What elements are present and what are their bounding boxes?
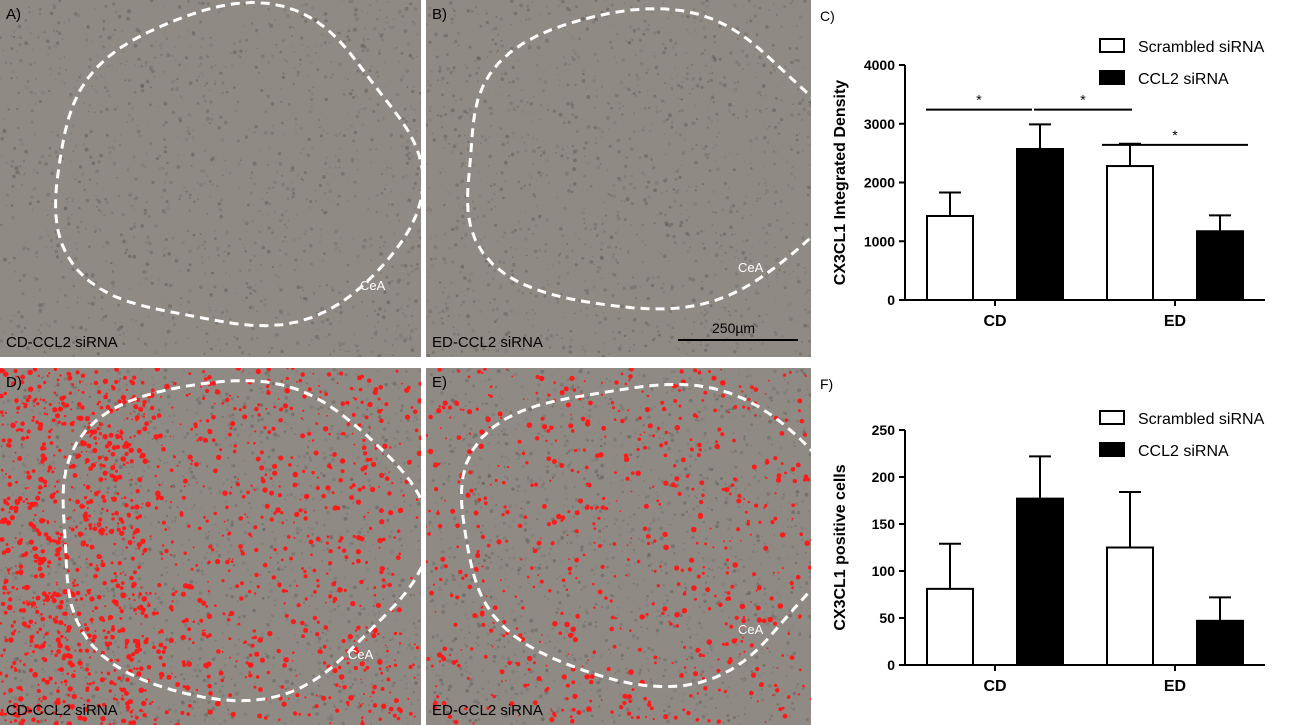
cea-outline xyxy=(61,379,421,703)
legend-swatch xyxy=(1099,70,1125,85)
legend-label: Scrambled siRNA xyxy=(1138,39,1265,56)
y-tick-label: 4000 xyxy=(864,57,895,73)
bar-ccl2-cd xyxy=(1016,497,1064,666)
cea-outline xyxy=(459,382,811,689)
legend-label: CCL2 siRNA xyxy=(1138,443,1229,460)
region-label: CeA xyxy=(738,622,764,637)
bar-ccl2-ed xyxy=(1196,619,1244,667)
region-label: CeA xyxy=(738,260,764,275)
panel-label: E) xyxy=(432,374,447,391)
chart-label-c: C) xyxy=(820,8,835,24)
bar-ccl2-ed xyxy=(1196,230,1244,301)
panel-caption: CD-CCL2 siRNA xyxy=(6,334,118,351)
panel-caption: ED-CCL2 siRNA xyxy=(432,702,543,719)
bar-scrambled-cd xyxy=(926,214,974,301)
tissue-texture xyxy=(0,0,421,357)
cea-outline xyxy=(54,0,421,328)
significance-star: * xyxy=(1172,127,1178,143)
x-tick-label: CD xyxy=(983,678,1006,695)
legend-swatch xyxy=(1099,442,1125,457)
significance-star: * xyxy=(976,92,982,108)
y-tick-label: 100 xyxy=(872,563,896,579)
tissue-image xyxy=(426,368,811,725)
y-tick-label: 250 xyxy=(872,422,896,438)
y-axis-label: CX3CL1 Integrated Density xyxy=(832,80,849,285)
tissue-image xyxy=(0,0,421,357)
bar-chart-positive-cells: 0 50 100 150 200 250 CX3CL1 positive cells CD ED… xyxy=(832,410,1265,695)
y-tick-label: 2000 xyxy=(864,175,895,191)
y-axis-label: CX3CL1 positive cells xyxy=(832,464,849,630)
bar-scrambled-ed xyxy=(1106,546,1154,666)
panel-caption: ED-CCL2 siRNA xyxy=(432,334,543,351)
bar-ccl2-cd xyxy=(1016,148,1064,301)
significance-star: * xyxy=(1080,92,1086,108)
tissue-texture xyxy=(426,0,811,357)
y-tick-label: 0 xyxy=(887,292,895,308)
legend-label: Scrambled siRNA xyxy=(1138,411,1265,428)
micrograph-panel-e: E) CeA ED-CCL2 siRNA xyxy=(426,368,811,725)
y-tick-label: 150 xyxy=(872,516,896,532)
y-tick-label: 200 xyxy=(872,469,896,485)
bar-chart-integrated-density: 0 1000 2000 3000 4000 CX3CL1 Integrated Densi… xyxy=(832,38,1265,330)
tissue-image xyxy=(426,0,811,357)
y-tick-label: 50 xyxy=(879,610,895,626)
tissue-image xyxy=(0,368,421,725)
region-label: CeA xyxy=(360,278,386,293)
y-tick-label: 3000 xyxy=(864,116,895,132)
x-tick-label: ED xyxy=(1164,313,1186,330)
scalebar-label: 250µm xyxy=(712,320,756,336)
tissue-texture xyxy=(0,368,421,725)
panel-caption: CD-CCL2 siRNA xyxy=(6,702,118,719)
legend-swatch xyxy=(1099,38,1125,53)
micrograph-panel-b: B) CeA ED-CCL2 siRNA 250µm xyxy=(426,0,811,357)
cx3cl1-signal-overlay xyxy=(0,368,421,725)
region-label: CeA xyxy=(348,647,374,662)
micrograph-panel-a: A) CeA CD-CCL2 siRNA xyxy=(0,0,421,357)
legend-swatch xyxy=(1099,410,1125,425)
y-tick-label: 1000 xyxy=(864,233,895,249)
tissue-texture xyxy=(426,368,811,725)
scalebar-line xyxy=(678,339,798,341)
bar-scrambled-cd xyxy=(926,587,974,666)
x-tick-label: CD xyxy=(983,313,1006,330)
panel-label: D) xyxy=(6,374,22,391)
bar-scrambled-ed xyxy=(1106,165,1154,301)
panel-label: B) xyxy=(432,6,447,23)
x-tick-label: ED xyxy=(1164,678,1186,695)
chart-label-f: F) xyxy=(820,376,834,392)
cea-outline xyxy=(465,7,811,311)
legend-label: CCL2 siRNA xyxy=(1138,71,1229,88)
micrograph-panel-d: D) CeA CD-CCL2 siRNA xyxy=(0,368,421,725)
panel-label: A) xyxy=(6,6,21,23)
y-tick-label: 0 xyxy=(887,657,895,673)
cx3cl1-signal-overlay xyxy=(426,368,811,725)
